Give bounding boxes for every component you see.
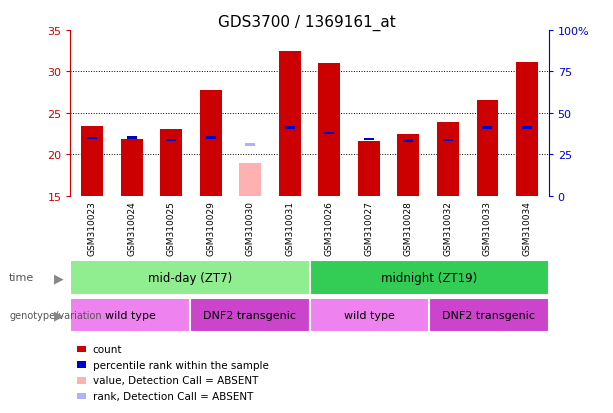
Text: GSM310027: GSM310027 — [364, 200, 373, 255]
Bar — [87, 138, 97, 140]
Text: count: count — [93, 344, 122, 354]
Bar — [324, 133, 334, 135]
Text: GSM310024: GSM310024 — [128, 200, 136, 255]
Text: ▶: ▶ — [54, 309, 64, 322]
Bar — [522, 127, 532, 129]
Text: wild type: wild type — [105, 310, 156, 320]
Bar — [403, 140, 413, 142]
Text: GSM310031: GSM310031 — [285, 200, 294, 255]
Bar — [358, 142, 379, 196]
Text: GSM310029: GSM310029 — [207, 200, 215, 255]
Bar — [397, 135, 419, 196]
Text: rank, Detection Call = ABSENT: rank, Detection Call = ABSENT — [93, 391, 253, 401]
Bar — [285, 127, 295, 129]
Text: DNF2 transgenic: DNF2 transgenic — [204, 310, 296, 320]
Bar — [200, 91, 222, 196]
Bar — [70, 298, 190, 332]
Text: percentile rank within the sample: percentile rank within the sample — [93, 360, 268, 370]
Bar — [190, 298, 310, 332]
Text: GDS3700 / 1369161_at: GDS3700 / 1369161_at — [218, 14, 395, 31]
Text: GSM310026: GSM310026 — [325, 200, 334, 255]
Bar — [319, 64, 340, 196]
Bar — [364, 138, 374, 141]
Text: GSM310034: GSM310034 — [522, 200, 531, 255]
Bar — [310, 298, 429, 332]
Bar — [437, 123, 459, 196]
Text: GSM310032: GSM310032 — [443, 200, 452, 255]
Bar — [310, 260, 549, 295]
Bar — [161, 129, 182, 196]
Bar — [245, 144, 255, 147]
Text: time: time — [9, 273, 34, 283]
Bar — [70, 260, 310, 295]
Text: GSM310023: GSM310023 — [88, 200, 97, 255]
Bar — [121, 140, 143, 196]
Bar — [240, 164, 261, 196]
Text: ▶: ▶ — [54, 271, 64, 284]
Text: genotype/variation: genotype/variation — [9, 310, 102, 320]
Text: GSM310025: GSM310025 — [167, 200, 176, 255]
Bar — [206, 137, 216, 139]
Text: GSM310030: GSM310030 — [246, 200, 255, 255]
Text: midnight (ZT19): midnight (ZT19) — [381, 271, 478, 284]
Bar — [482, 127, 492, 129]
Text: mid-day (ZT7): mid-day (ZT7) — [148, 271, 232, 284]
Bar — [127, 137, 137, 139]
Text: wild type: wild type — [344, 310, 395, 320]
Bar — [82, 127, 103, 196]
Bar — [279, 52, 300, 196]
Text: DNF2 transgenic: DNF2 transgenic — [443, 310, 535, 320]
Text: GSM310028: GSM310028 — [404, 200, 413, 255]
Text: GSM310033: GSM310033 — [483, 200, 492, 255]
Bar — [476, 100, 498, 196]
Bar — [429, 298, 549, 332]
Bar — [516, 63, 538, 196]
Bar — [443, 139, 453, 142]
Text: value, Detection Call = ABSENT: value, Detection Call = ABSENT — [93, 375, 258, 385]
Bar — [166, 139, 176, 142]
